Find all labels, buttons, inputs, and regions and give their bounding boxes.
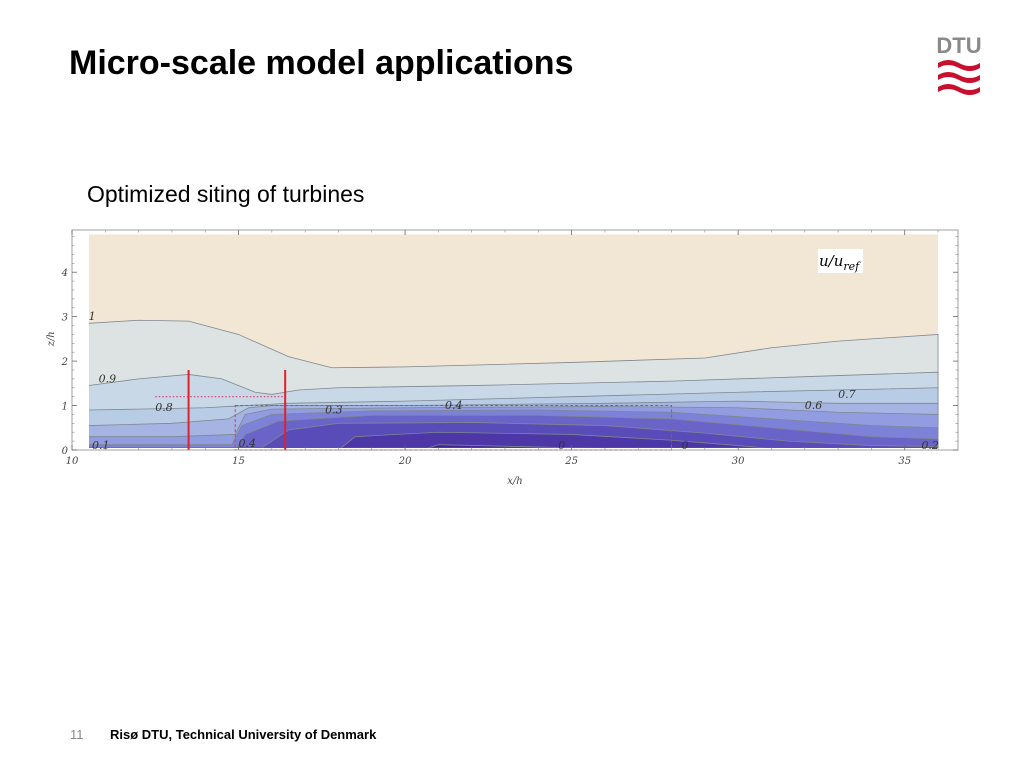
contour-label-12: 0.2 xyxy=(921,439,939,452)
y-tick-label-4: 4 xyxy=(61,268,68,279)
contour-band-0 xyxy=(426,444,603,448)
plot-area xyxy=(89,234,939,448)
legend: u/uref xyxy=(818,249,863,273)
legend-subscript: ref xyxy=(843,260,861,273)
x-tick-label-30: 30 xyxy=(732,456,745,467)
contour-label-2: 0.9 xyxy=(99,372,117,385)
x-axis-label: x/h xyxy=(507,476,522,487)
dtu-logo: DTU xyxy=(936,33,982,95)
y-tick-label-0: 0 xyxy=(62,446,69,457)
chart-container: 1 0.9 0.8 0.1 0.4 0.3 0.4 0 0 0.6 0.7 0.2 u/uref 10 1… xyxy=(40,224,980,494)
y-tick-label-2: 2 xyxy=(61,357,68,368)
contour-label-11: 0.7 xyxy=(838,388,856,401)
page-number: 11 xyxy=(70,727,84,742)
contour-label-10: 0.6 xyxy=(805,399,823,412)
contour-label-1: 1 xyxy=(89,310,96,323)
x-tick-label-20: 20 xyxy=(398,456,412,467)
page-title: Micro-scale model applications xyxy=(69,44,574,82)
footer-org: Risø DTU, Technical University of Denmar… xyxy=(110,727,377,742)
plot-overlay: 10.90.80.1 0.40.3 0.40 00.60.70.2u/uref xyxy=(89,249,939,452)
legend-box xyxy=(818,249,863,273)
dtu-logo-text: DTU xyxy=(936,33,981,58)
x-tick-label-15: 15 xyxy=(232,456,245,467)
contour-label-8: 0 xyxy=(558,439,565,452)
contour-label-6: 0.3 xyxy=(325,403,343,416)
y-axis-label: z/h xyxy=(46,331,57,347)
contour-label-9: 0 xyxy=(682,439,689,452)
y-tick-label-3: 3 xyxy=(62,313,68,324)
contour-label-7: 0.4 xyxy=(445,399,463,412)
contour-label-3: 0.8 xyxy=(155,401,173,414)
x-tick-label-10: 10 xyxy=(66,456,79,467)
x-tick-label-35: 35 xyxy=(898,456,911,467)
contour-label-5: 0.4 xyxy=(239,437,257,450)
contour-chart: 10.90.80.1 0.40.3 0.40 00.60.70.2u/uref 10 1… xyxy=(46,229,959,487)
plot-frame xyxy=(71,229,959,451)
dtu-logo-wave-icon xyxy=(938,60,980,95)
contour-band-ground xyxy=(89,447,939,448)
contour-band-0.1 xyxy=(340,431,771,448)
y-tick-label-1: 1 xyxy=(62,402,68,413)
subtitle: Optimized siting of turbines xyxy=(87,181,365,207)
x-tick-label-25: 25 xyxy=(564,456,578,467)
